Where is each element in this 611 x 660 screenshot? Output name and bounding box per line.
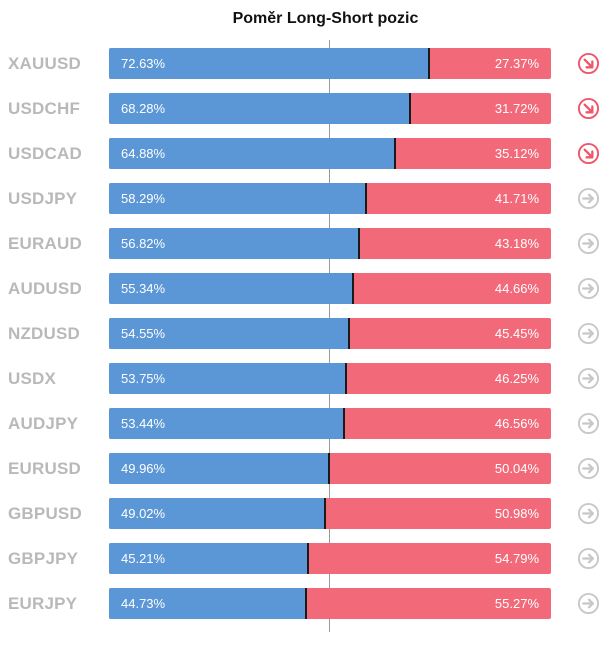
pair-row: AUDJPY 53.44% 46.56%	[0, 408, 611, 439]
pair-symbol: GBPUSD	[8, 504, 82, 523]
long-segment	[109, 453, 330, 484]
short-percent-label: 27.37%	[494, 56, 539, 71]
arrow-right-icon[interactable]	[577, 457, 600, 480]
pair-row: AUDUSD 55.34% 44.66%	[0, 273, 611, 304]
long-percent-label: 54.55%	[121, 326, 166, 341]
long-percent-label: 49.96%	[121, 461, 166, 476]
long-segment	[109, 273, 354, 304]
pair-symbol: USDJPY	[8, 189, 78, 208]
long-segment	[109, 48, 431, 79]
pair-row: XAUUSD 72.63% 27.37%	[0, 48, 611, 79]
long-percent-label: 45.21%	[121, 551, 166, 566]
pair-row: USDJPY 58.29% 41.71%	[0, 183, 611, 214]
long-segment	[109, 318, 351, 349]
ratio-bar: 58.29% 41.71%	[109, 183, 551, 214]
pair-row: NZDUSD 54.55% 45.45%	[0, 318, 611, 349]
ratio-bar: 72.63% 27.37%	[109, 48, 551, 79]
pair-row: USDX 53.75% 46.25%	[0, 363, 611, 394]
short-percent-label: 35.12%	[494, 146, 539, 161]
long-percent-label: 53.75%	[121, 371, 166, 386]
long-percent-label: 55.34%	[121, 281, 166, 296]
arrow-right-icon[interactable]	[577, 232, 600, 255]
arrow-right-icon[interactable]	[577, 502, 600, 525]
long-percent-label: 49.02%	[121, 506, 166, 521]
short-percent-label: 50.98%	[494, 506, 539, 521]
arrow-down-right-icon[interactable]	[577, 97, 600, 120]
pair-row: EURUSD 49.96% 50.04%	[0, 453, 611, 484]
pair-row: USDCAD 64.88% 35.12%	[0, 138, 611, 169]
arrow-right-icon[interactable]	[577, 187, 600, 210]
pair-symbol: AUDJPY	[8, 414, 79, 433]
ratio-bar: 45.21% 54.79%	[109, 543, 551, 574]
ratio-bar: 56.82% 43.18%	[109, 228, 551, 259]
pair-symbol: EURUSD	[8, 459, 81, 478]
long-segment	[109, 408, 346, 439]
short-percent-label: 46.25%	[494, 371, 539, 386]
ratio-bar: 49.96% 50.04%	[109, 453, 551, 484]
pair-symbol: USDCAD	[8, 144, 82, 163]
long-segment	[109, 588, 307, 619]
pair-symbol: AUDUSD	[8, 279, 82, 298]
short-percent-label: 31.72%	[494, 101, 539, 116]
short-percent-label: 44.66%	[494, 281, 539, 296]
long-segment	[109, 363, 347, 394]
pair-symbol: EURAUD	[8, 234, 82, 253]
short-percent-label: 46.56%	[494, 416, 539, 431]
long-percent-label: 44.73%	[121, 596, 166, 611]
long-percent-label: 68.28%	[121, 101, 166, 116]
ratio-bar: 64.88% 35.12%	[109, 138, 551, 169]
pair-symbol: USDX	[8, 369, 57, 388]
long-segment	[109, 93, 411, 124]
pair-row: GBPUSD 49.02% 50.98%	[0, 498, 611, 529]
pair-symbol: GBPJPY	[8, 549, 79, 568]
pair-symbol: NZDUSD	[8, 324, 81, 343]
long-segment	[109, 228, 361, 259]
pair-symbol: XAUUSD	[8, 54, 81, 73]
arrow-right-icon[interactable]	[577, 277, 600, 300]
ratio-bar: 44.73% 55.27%	[109, 588, 551, 619]
pair-symbol: EURJPY	[8, 594, 78, 613]
pair-row: USDCHF 68.28% 31.72%	[0, 93, 611, 124]
arrow-down-right-icon[interactable]	[577, 52, 600, 75]
short-percent-label: 55.27%	[494, 596, 539, 611]
long-percent-label: 58.29%	[121, 191, 166, 206]
long-segment	[109, 138, 396, 169]
chart-title: Poměr Long-Short pozic	[232, 10, 419, 27]
short-percent-label: 50.04%	[494, 461, 539, 476]
ratio-bar: 55.34% 44.66%	[109, 273, 551, 304]
long-percent-label: 64.88%	[121, 146, 166, 161]
short-percent-label: 45.45%	[494, 326, 539, 341]
ratio-bar: 53.44% 46.56%	[109, 408, 551, 439]
ratio-bar: 49.02% 50.98%	[109, 498, 551, 529]
long-segment	[109, 543, 309, 574]
short-percent-label: 54.79%	[494, 551, 539, 566]
short-percent-label: 41.71%	[494, 191, 539, 206]
arrow-right-icon[interactable]	[577, 367, 600, 390]
arrow-down-right-icon[interactable]	[577, 142, 600, 165]
ratio-bar: 53.75% 46.25%	[109, 363, 551, 394]
arrow-right-icon[interactable]	[577, 322, 600, 345]
long-segment	[109, 498, 326, 529]
pair-symbol: USDCHF	[8, 99, 81, 118]
long-percent-label: 72.63%	[121, 56, 166, 71]
pair-row: EURJPY 44.73% 55.27%	[0, 588, 611, 619]
long-percent-label: 56.82%	[121, 236, 166, 251]
pair-row: EURAUD 56.82% 43.18%	[0, 228, 611, 259]
long-segment	[109, 183, 367, 214]
arrow-right-icon[interactable]	[577, 547, 600, 570]
ratio-bar: 68.28% 31.72%	[109, 93, 551, 124]
arrow-right-icon[interactable]	[577, 412, 600, 435]
pair-row: GBPJPY 45.21% 54.79%	[0, 543, 611, 574]
ratio-bar: 54.55% 45.45%	[109, 318, 551, 349]
long-percent-label: 53.44%	[121, 416, 166, 431]
arrow-right-icon[interactable]	[577, 592, 600, 615]
short-percent-label: 43.18%	[494, 236, 539, 251]
